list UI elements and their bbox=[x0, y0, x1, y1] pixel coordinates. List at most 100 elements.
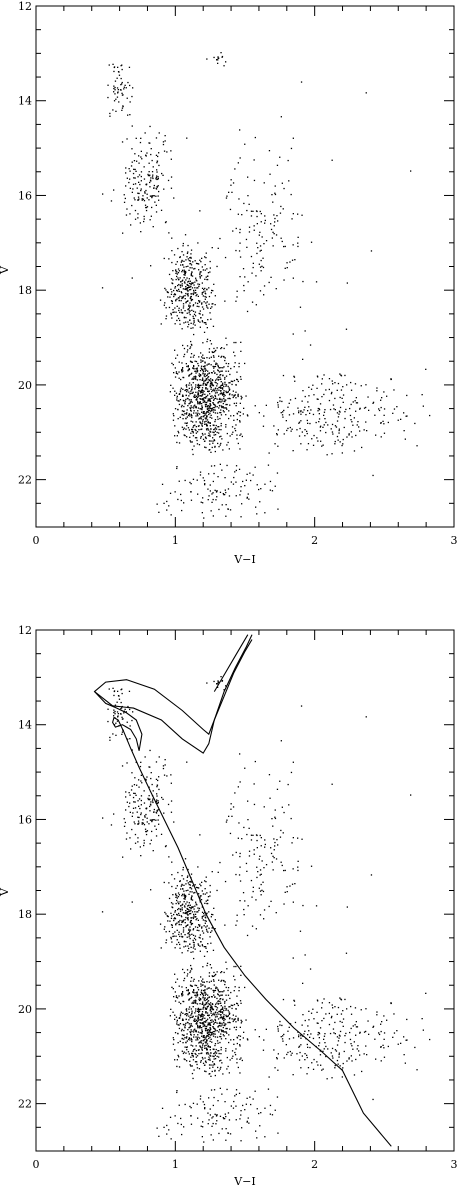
star-point bbox=[190, 390, 192, 392]
star-point bbox=[177, 268, 180, 270]
star-point bbox=[175, 923, 177, 925]
star-point bbox=[175, 392, 178, 394]
star-point bbox=[228, 1018, 231, 1020]
star-point bbox=[223, 398, 225, 400]
star-point bbox=[137, 217, 139, 219]
star-point bbox=[405, 1039, 407, 1041]
star-point bbox=[337, 382, 340, 385]
star-point bbox=[225, 1139, 227, 1141]
star-point bbox=[224, 378, 226, 380]
star-point bbox=[292, 277, 294, 279]
star-point bbox=[259, 834, 261, 837]
star-point bbox=[192, 947, 195, 949]
star-point bbox=[186, 252, 189, 254]
star-point bbox=[179, 295, 181, 298]
star-point bbox=[317, 1022, 319, 1024]
star-point bbox=[191, 392, 194, 394]
star-point bbox=[178, 270, 180, 272]
star-point bbox=[170, 774, 172, 776]
star-point bbox=[234, 355, 236, 357]
star-point bbox=[137, 176, 139, 178]
star-point bbox=[209, 267, 211, 269]
star-point bbox=[208, 422, 210, 424]
star-point bbox=[189, 1025, 191, 1027]
star-point bbox=[199, 272, 201, 274]
star-point bbox=[229, 393, 231, 395]
star-point bbox=[349, 407, 351, 410]
star-point bbox=[188, 932, 190, 934]
star-point bbox=[210, 318, 212, 320]
star-point bbox=[195, 1015, 197, 1017]
star-point bbox=[167, 803, 170, 806]
star-point bbox=[212, 1122, 214, 1125]
star-point bbox=[174, 307, 176, 309]
star-point bbox=[211, 379, 214, 381]
star-point bbox=[187, 916, 189, 919]
star-point bbox=[235, 1008, 237, 1010]
star-point bbox=[201, 512, 203, 514]
star-point bbox=[324, 1042, 326, 1044]
star-point bbox=[283, 279, 285, 281]
star-point bbox=[217, 988, 219, 991]
star-point bbox=[358, 1050, 360, 1052]
star-point bbox=[197, 384, 199, 387]
star-point bbox=[189, 891, 191, 893]
star-point bbox=[172, 894, 174, 896]
star-point bbox=[223, 1014, 225, 1016]
star-point bbox=[298, 422, 300, 424]
star-point bbox=[202, 1017, 204, 1020]
star-point bbox=[405, 415, 407, 417]
star-point bbox=[158, 132, 160, 134]
star-point bbox=[249, 472, 251, 474]
star-point bbox=[383, 1047, 385, 1049]
star-point bbox=[414, 1046, 416, 1049]
star-point bbox=[155, 800, 157, 803]
star-point bbox=[215, 428, 218, 430]
star-point bbox=[183, 1024, 185, 1026]
star-point bbox=[271, 861, 273, 863]
star-point bbox=[236, 413, 239, 415]
star-point bbox=[218, 389, 220, 391]
star-point bbox=[164, 135, 166, 137]
star-point bbox=[202, 365, 205, 368]
star-point bbox=[196, 398, 198, 400]
star-point bbox=[184, 274, 186, 276]
star-point bbox=[213, 984, 215, 986]
star-point bbox=[355, 434, 357, 437]
star-point bbox=[176, 997, 179, 999]
star-point bbox=[300, 413, 302, 415]
star-point bbox=[123, 818, 125, 820]
star-point bbox=[189, 1064, 191, 1066]
star-point bbox=[260, 845, 262, 847]
star-point bbox=[163, 1126, 165, 1128]
star-point bbox=[209, 443, 211, 445]
star-point bbox=[177, 1122, 179, 1125]
star-point bbox=[191, 299, 194, 301]
star-point bbox=[209, 340, 211, 342]
star-point bbox=[189, 910, 191, 912]
star-point bbox=[187, 993, 190, 995]
star-point bbox=[195, 292, 197, 294]
star-point bbox=[209, 410, 212, 412]
star-point bbox=[211, 1021, 213, 1023]
star-point bbox=[294, 380, 296, 382]
star-point bbox=[199, 1032, 201, 1034]
star-point bbox=[323, 393, 325, 396]
star-point bbox=[307, 410, 309, 412]
star-point bbox=[193, 1034, 195, 1036]
star-point bbox=[162, 798, 164, 800]
star-point bbox=[176, 939, 178, 941]
star-point bbox=[186, 409, 188, 411]
star-point bbox=[188, 992, 190, 994]
star-point bbox=[293, 375, 295, 377]
star-point bbox=[211, 289, 213, 292]
star-point bbox=[213, 351, 215, 353]
star-point bbox=[188, 1053, 190, 1055]
star-point bbox=[211, 1041, 213, 1043]
star-point bbox=[137, 213, 139, 215]
star-point bbox=[229, 1059, 231, 1061]
star-point bbox=[185, 384, 187, 387]
star-point bbox=[134, 199, 136, 201]
star-point bbox=[239, 1000, 242, 1002]
